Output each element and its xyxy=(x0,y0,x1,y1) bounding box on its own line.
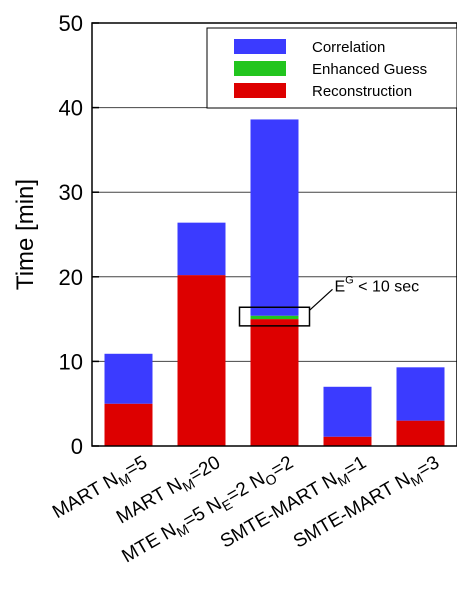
annotation-box xyxy=(238,306,311,327)
legend: Correlation Enhanced Guess Reconstruction xyxy=(206,27,457,109)
y-axis-ticks: 0 10 20 30 40 50 xyxy=(59,11,99,459)
y-tick-label: 30 xyxy=(59,180,83,205)
annotation-rest: < 10 sec xyxy=(354,278,419,295)
legend-swatch xyxy=(234,83,286,98)
bar-enhanced-guess xyxy=(250,315,299,320)
x-tick-label-part: MTE N xyxy=(118,520,180,568)
legend-label: Reconstruction xyxy=(312,83,412,100)
legend-label: Correlation xyxy=(312,39,385,56)
bar-correlation xyxy=(250,119,299,316)
x-tick-label-part: =2 N xyxy=(223,468,269,507)
bar-correlation xyxy=(396,367,445,421)
bars xyxy=(104,119,445,446)
bar-correlation xyxy=(104,353,153,404)
bar-correlation xyxy=(323,386,372,437)
y-tick-label: 0 xyxy=(71,434,83,459)
legend-swatch xyxy=(234,39,286,54)
annotation-leader xyxy=(309,288,333,311)
legend-label: Enhanced Guess xyxy=(312,61,427,78)
x-tick-label-part: =5 N xyxy=(180,493,226,532)
y-axis-label: Time [min] xyxy=(12,179,39,290)
bar-reconstruction xyxy=(104,403,153,446)
legend-swatch xyxy=(234,61,286,76)
annotation-sup: G xyxy=(345,274,354,286)
bar-reconstruction xyxy=(250,319,299,446)
bar-reconstruction xyxy=(323,436,372,446)
bar-reconstruction xyxy=(177,275,226,446)
bar-reconstruction xyxy=(396,420,445,446)
y-tick-label: 40 xyxy=(59,96,83,121)
bar-correlation xyxy=(177,222,226,276)
y-tick-label: 10 xyxy=(59,349,83,374)
y-tick-label: 20 xyxy=(59,265,83,290)
plot-frame xyxy=(91,22,457,447)
x-tick-label-part: MART N xyxy=(49,469,122,523)
y-tick-label: 50 xyxy=(59,11,83,36)
annotation-base: E xyxy=(335,278,346,295)
annotation: EG < 10 sec xyxy=(238,274,420,327)
annotation-label: EG < 10 sec xyxy=(335,274,420,295)
